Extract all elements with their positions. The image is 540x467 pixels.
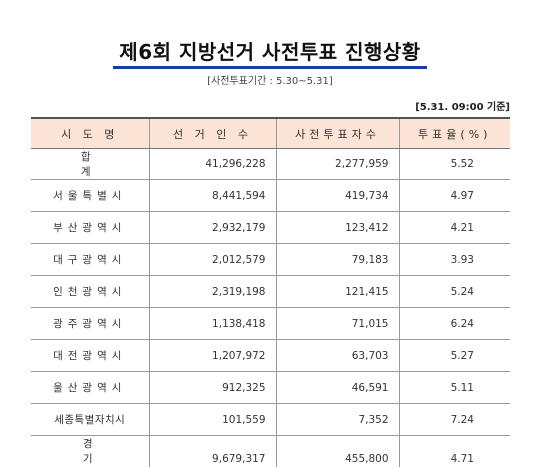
page-title: 제6회 지방선거 사전투표 진행상황	[0, 36, 540, 69]
table-row: 서울특별시 8,441,594 419,734 4.97	[31, 179, 510, 212]
table-row: 대전광역시 1,207,972 63,703 5.27	[31, 339, 510, 372]
voters-cell: 2,932,179	[148, 211, 277, 244]
header-voters: 선 거 인 수	[148, 117, 277, 149]
table-row-total: 합 계 41,296,228 2,277,959 5.52	[31, 148, 510, 180]
voters-cell: 9,679,317	[148, 435, 277, 467]
region-cell: 대구광역시	[31, 243, 150, 276]
rate-cell: 5.27	[398, 339, 510, 372]
region-cell: 세종특별자치시	[31, 403, 150, 436]
early-voters-cell: 7,352	[275, 403, 400, 436]
early-voters-cell: 123,412	[275, 211, 400, 244]
region-cell: 부산광역시	[31, 211, 150, 244]
voters-cell: 2,319,198	[148, 275, 277, 308]
region-cell: 울산광역시	[31, 371, 150, 404]
header-early-voters: 사전투표자수	[275, 117, 400, 149]
rate-cell: 6.24	[398, 307, 510, 340]
region-cell: 대전광역시	[31, 339, 150, 372]
voters-cell: 1,138,418	[148, 307, 277, 340]
header-region: 시 도 명	[31, 117, 150, 149]
voters-cell: 41,296,228	[148, 148, 277, 180]
table-row: 경 기 도 9,679,317 455,800 4.71	[31, 435, 510, 467]
region-cell: 합 계	[31, 148, 150, 180]
early-voters-cell: 455,800	[275, 435, 400, 467]
table-row: 대구광역시 2,012,579 79,183 3.93	[31, 243, 510, 276]
table-row: 인천광역시 2,319,198 121,415 5.24	[31, 275, 510, 308]
voters-cell: 912,325	[148, 371, 277, 404]
header-row: 시 도 명 선 거 인 수 사전투표자수 투표율(%)	[31, 117, 510, 149]
as-of-timestamp: [5.31. 09:00 기준]	[415, 102, 510, 113]
voters-cell: 1,207,972	[148, 339, 277, 372]
rate-cell: 3.93	[398, 243, 510, 276]
early-voters-cell: 63,703	[275, 339, 400, 372]
voters-cell: 8,441,594	[148, 179, 277, 212]
region-cell: 광주광역시	[31, 307, 150, 340]
early-voters-cell: 71,015	[275, 307, 400, 340]
table-row: 광주광역시 1,138,418 71,015 6.24	[31, 307, 510, 340]
rate-cell: 7.24	[398, 403, 510, 436]
page-title-text: 제6회 지방선거 사전투표 진행상황	[113, 36, 427, 69]
voters-cell: 101,559	[148, 403, 277, 436]
rate-cell: 4.71	[398, 435, 510, 467]
table-row: 세종특별자치시 101,559 7,352 7.24	[31, 403, 510, 436]
voters-cell: 2,012,579	[148, 243, 277, 276]
period-subtitle: [사전투표기간 : 5.30~5.31]	[207, 76, 333, 87]
early-voters-cell: 46,591	[275, 371, 400, 404]
rate-cell: 4.21	[398, 211, 510, 244]
rate-cell: 5.24	[398, 275, 510, 308]
region-cell: 서울특별시	[31, 179, 150, 212]
early-voting-table: 시 도 명 선 거 인 수 사전투표자수 투표율(%) 합 계 41,296,2…	[31, 117, 510, 467]
rate-cell: 5.52	[398, 148, 510, 180]
early-voters-cell: 121,415	[275, 275, 400, 308]
rate-cell: 4.97	[398, 179, 510, 212]
table-row: 부산광역시 2,932,179 123,412 4.21	[31, 211, 510, 244]
table-row: 울산광역시 912,325 46,591 5.11	[31, 371, 510, 404]
early-voters-cell: 419,734	[275, 179, 400, 212]
early-voters-cell: 2,277,959	[275, 148, 400, 180]
region-cell: 경 기 도	[31, 435, 150, 467]
header-rate: 투표율(%)	[398, 117, 510, 149]
early-voters-cell: 79,183	[275, 243, 400, 276]
rate-cell: 5.11	[398, 371, 510, 404]
region-cell: 인천광역시	[31, 275, 150, 308]
